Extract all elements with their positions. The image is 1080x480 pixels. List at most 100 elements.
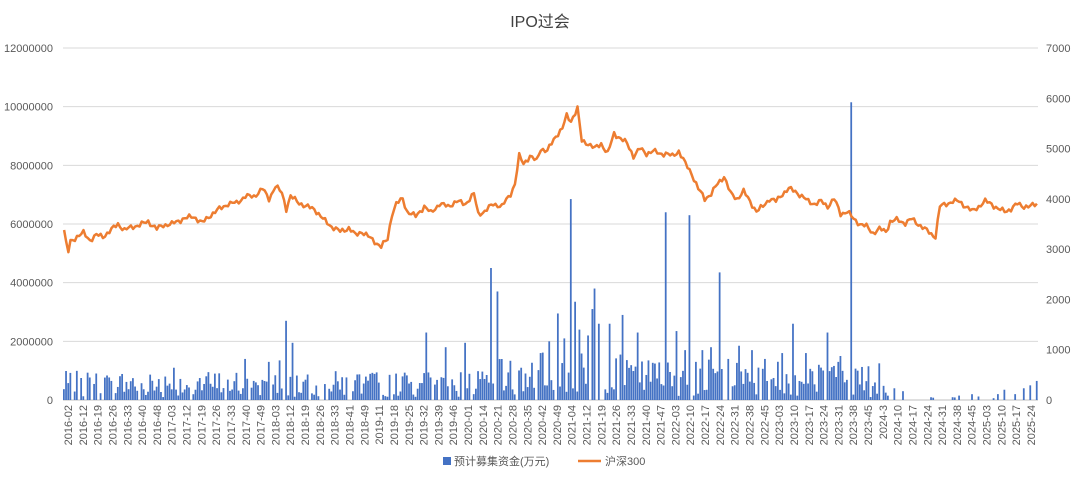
bar bbox=[298, 392, 300, 400]
bar bbox=[662, 385, 665, 400]
bar bbox=[487, 382, 490, 400]
bar bbox=[216, 388, 218, 400]
bar bbox=[226, 379, 229, 400]
bar bbox=[649, 381, 652, 400]
bar bbox=[580, 353, 583, 400]
bar bbox=[641, 361, 643, 400]
x-tick-label: 2018-26 bbox=[315, 405, 327, 445]
bar bbox=[67, 383, 70, 400]
bar bbox=[876, 393, 878, 400]
bar bbox=[822, 370, 825, 400]
bar bbox=[75, 370, 78, 400]
bar bbox=[524, 373, 527, 400]
y-right-tick-label: 6000 bbox=[1046, 93, 1070, 105]
bar bbox=[311, 393, 313, 400]
bar bbox=[179, 378, 182, 400]
bar bbox=[550, 380, 553, 400]
x-tick-label: 2017-26 bbox=[211, 405, 223, 445]
x-axis-ticks: 2016-02 2016-12 2016-19 2016-26 2016-33 2016-… bbox=[63, 405, 1038, 445]
bar bbox=[276, 392, 279, 400]
bar bbox=[992, 398, 995, 400]
bar bbox=[235, 372, 238, 400]
bar bbox=[356, 374, 359, 400]
x-tick-label: 2024-24 bbox=[922, 405, 934, 445]
bar bbox=[556, 313, 559, 400]
bar bbox=[436, 379, 438, 400]
bar bbox=[953, 397, 956, 400]
x-tick-label: 2020-35 bbox=[522, 405, 534, 445]
bar bbox=[688, 215, 691, 400]
bar bbox=[843, 382, 846, 400]
bar bbox=[703, 390, 706, 400]
bar bbox=[720, 369, 723, 400]
bar bbox=[815, 391, 818, 400]
bar bbox=[854, 368, 857, 400]
bar bbox=[705, 389, 708, 400]
bar bbox=[503, 390, 505, 400]
bar bbox=[733, 385, 736, 400]
bar bbox=[695, 361, 697, 400]
bar bbox=[833, 365, 835, 400]
bar bbox=[882, 385, 885, 400]
bar bbox=[377, 382, 380, 400]
bar bbox=[222, 388, 225, 400]
bar bbox=[173, 367, 175, 400]
bar bbox=[403, 372, 406, 400]
bar bbox=[776, 361, 779, 400]
bar bbox=[272, 384, 275, 400]
x-tick-label: 2024-3 bbox=[878, 405, 890, 439]
y-left-tick-label: 12000000 bbox=[4, 43, 53, 55]
x-tick-label: 2018-03 bbox=[270, 405, 282, 445]
bar bbox=[280, 388, 283, 400]
bar bbox=[736, 362, 738, 400]
bar bbox=[242, 388, 244, 400]
x-tick-label: 2017-33 bbox=[226, 405, 238, 445]
bar bbox=[686, 384, 689, 400]
bar bbox=[103, 377, 106, 400]
bar bbox=[492, 383, 495, 400]
bar bbox=[162, 397, 164, 400]
y-left-tick-label: 6000000 bbox=[10, 219, 53, 231]
bar bbox=[608, 323, 611, 400]
bar bbox=[796, 395, 799, 400]
bar bbox=[88, 377, 91, 400]
bar bbox=[205, 376, 208, 400]
bar bbox=[792, 323, 794, 400]
bar bbox=[507, 372, 510, 400]
bar bbox=[278, 360, 281, 400]
x-tick-label: 2025-10 bbox=[996, 405, 1008, 445]
bar bbox=[718, 272, 721, 400]
y-right-tick-label: 0 bbox=[1046, 395, 1052, 407]
bar bbox=[561, 363, 564, 400]
x-tick-label: 2022-38 bbox=[745, 405, 757, 445]
bar bbox=[682, 370, 684, 400]
legend-line-label: 沪深300 bbox=[605, 454, 645, 468]
bar bbox=[576, 391, 579, 400]
y-left-tick-label: 2000000 bbox=[10, 336, 53, 348]
bar bbox=[552, 389, 555, 400]
bar bbox=[783, 393, 786, 400]
bar bbox=[887, 395, 889, 400]
x-tick-label: 2016-33 bbox=[122, 405, 134, 445]
x-tick-label: 2022-17 bbox=[700, 405, 712, 445]
bar bbox=[382, 394, 385, 400]
bar bbox=[869, 397, 872, 400]
bar bbox=[483, 378, 486, 400]
x-tick-label: 2019-46 bbox=[448, 405, 460, 445]
bar bbox=[630, 365, 633, 400]
bar bbox=[520, 367, 523, 400]
bar bbox=[585, 383, 587, 400]
bar bbox=[429, 377, 432, 400]
bar bbox=[317, 396, 320, 400]
y-left-tick-label: 0 bbox=[47, 395, 53, 407]
bar bbox=[863, 390, 866, 400]
bar bbox=[867, 366, 870, 400]
x-tick-label: 2016-12 bbox=[78, 405, 90, 445]
bar bbox=[509, 360, 512, 400]
bar bbox=[546, 385, 548, 400]
bar bbox=[468, 373, 471, 400]
bar bbox=[835, 377, 838, 400]
bar bbox=[766, 380, 768, 400]
bar bbox=[73, 391, 76, 400]
x-tick-label: 2022-10 bbox=[685, 405, 697, 445]
